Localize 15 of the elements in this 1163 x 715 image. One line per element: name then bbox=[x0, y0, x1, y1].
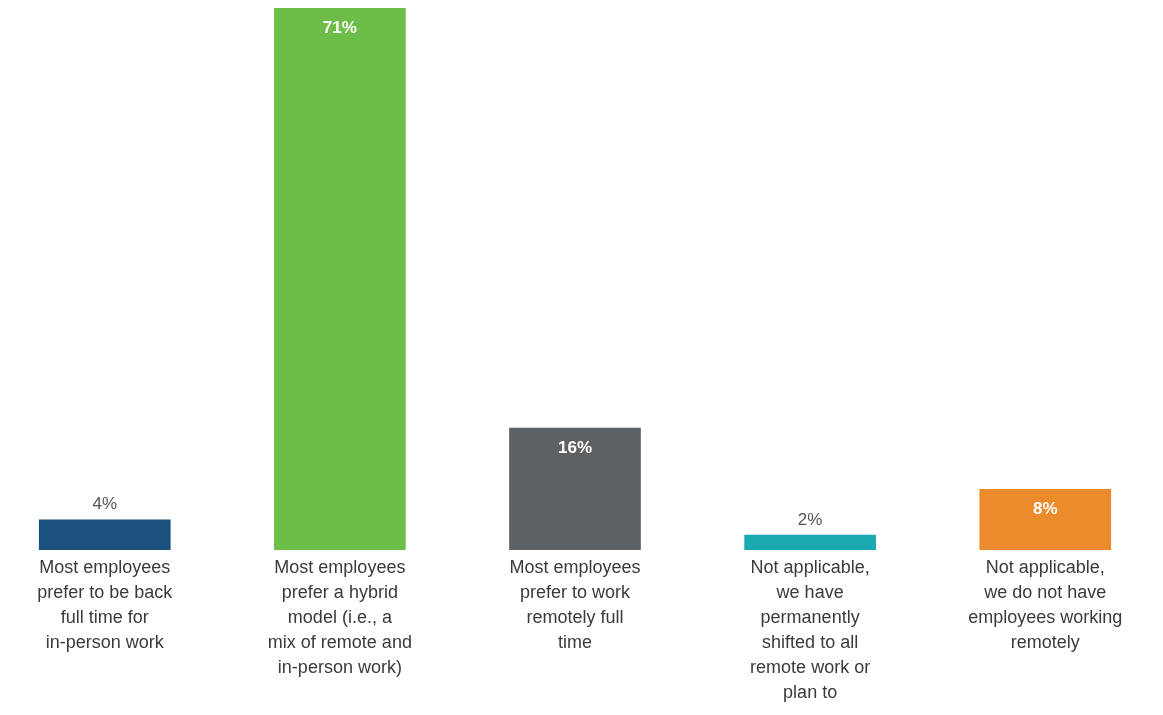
bar bbox=[274, 8, 406, 550]
data-label: 4% bbox=[92, 494, 118, 514]
bar bbox=[38, 519, 171, 550]
x-tick-label: Not applicable, we do not have employees working remotely bbox=[968, 556, 1123, 652]
bar bbox=[509, 427, 641, 550]
bar bbox=[744, 534, 876, 550]
x-tick-label: Not applicable, we have permanently shifted to all remote work or plan to bbox=[750, 556, 871, 702]
bar bbox=[979, 488, 1112, 550]
x-tick-label: Most employees prefer to work remotely full time bbox=[509, 556, 641, 652]
data-label: 8% bbox=[1032, 498, 1058, 518]
data-label: 71% bbox=[322, 18, 357, 37]
data-label: 16% bbox=[557, 437, 593, 457]
x-tick-label: Most employees prefer a hybrid model (i.e., a mix of remote and in-person work) bbox=[267, 556, 412, 677]
data-label: 2% bbox=[797, 509, 823, 529]
x-tick-label: Most employees prefer to be back full time for in-person work bbox=[37, 556, 174, 652]
